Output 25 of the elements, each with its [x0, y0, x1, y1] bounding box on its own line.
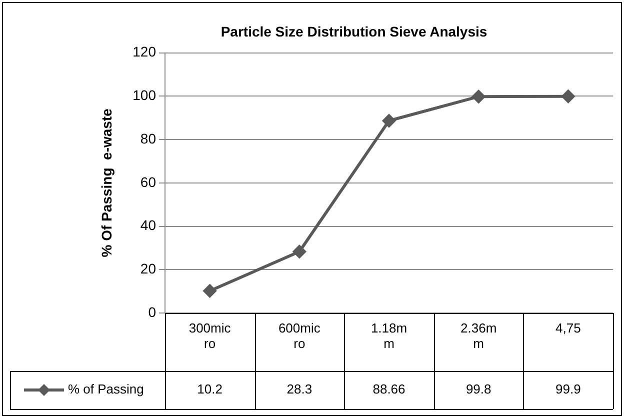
data-label: 28.3: [286, 382, 312, 397]
y-tick-label: 60: [140, 174, 156, 190]
point: [382, 114, 396, 128]
point: [203, 284, 216, 298]
legend-label: % of Passing: [68, 382, 144, 397]
chart-title: Particle Size Distribution Sieve Analysis: [220, 23, 488, 40]
x-tick-label: 1.18mm: [370, 320, 408, 351]
point: [562, 90, 575, 103]
data-label: 10.2: [197, 382, 222, 397]
point: [472, 90, 486, 104]
data-label: 99.8: [466, 382, 492, 397]
x-tick-label: 2.36mm: [460, 320, 497, 351]
data-label: 88.66: [372, 382, 406, 397]
y-axis-title: % Of Passing e-waste: [98, 108, 114, 258]
point: [292, 245, 306, 258]
y-tick-label: 20: [140, 260, 156, 276]
x-tick-label: 600micro: [278, 320, 321, 351]
y-tick-label: 100: [132, 87, 156, 104]
data-label: 99.9: [556, 382, 581, 397]
y-tick-label: 0: [148, 304, 156, 320]
y-tick-label: 120: [132, 44, 156, 60]
y-tick-label: 40: [140, 217, 156, 234]
x-tick-label: 4,75: [556, 320, 581, 336]
y-tick-label: 80: [140, 130, 156, 146]
x-tick-label: 300micro: [188, 320, 232, 351]
